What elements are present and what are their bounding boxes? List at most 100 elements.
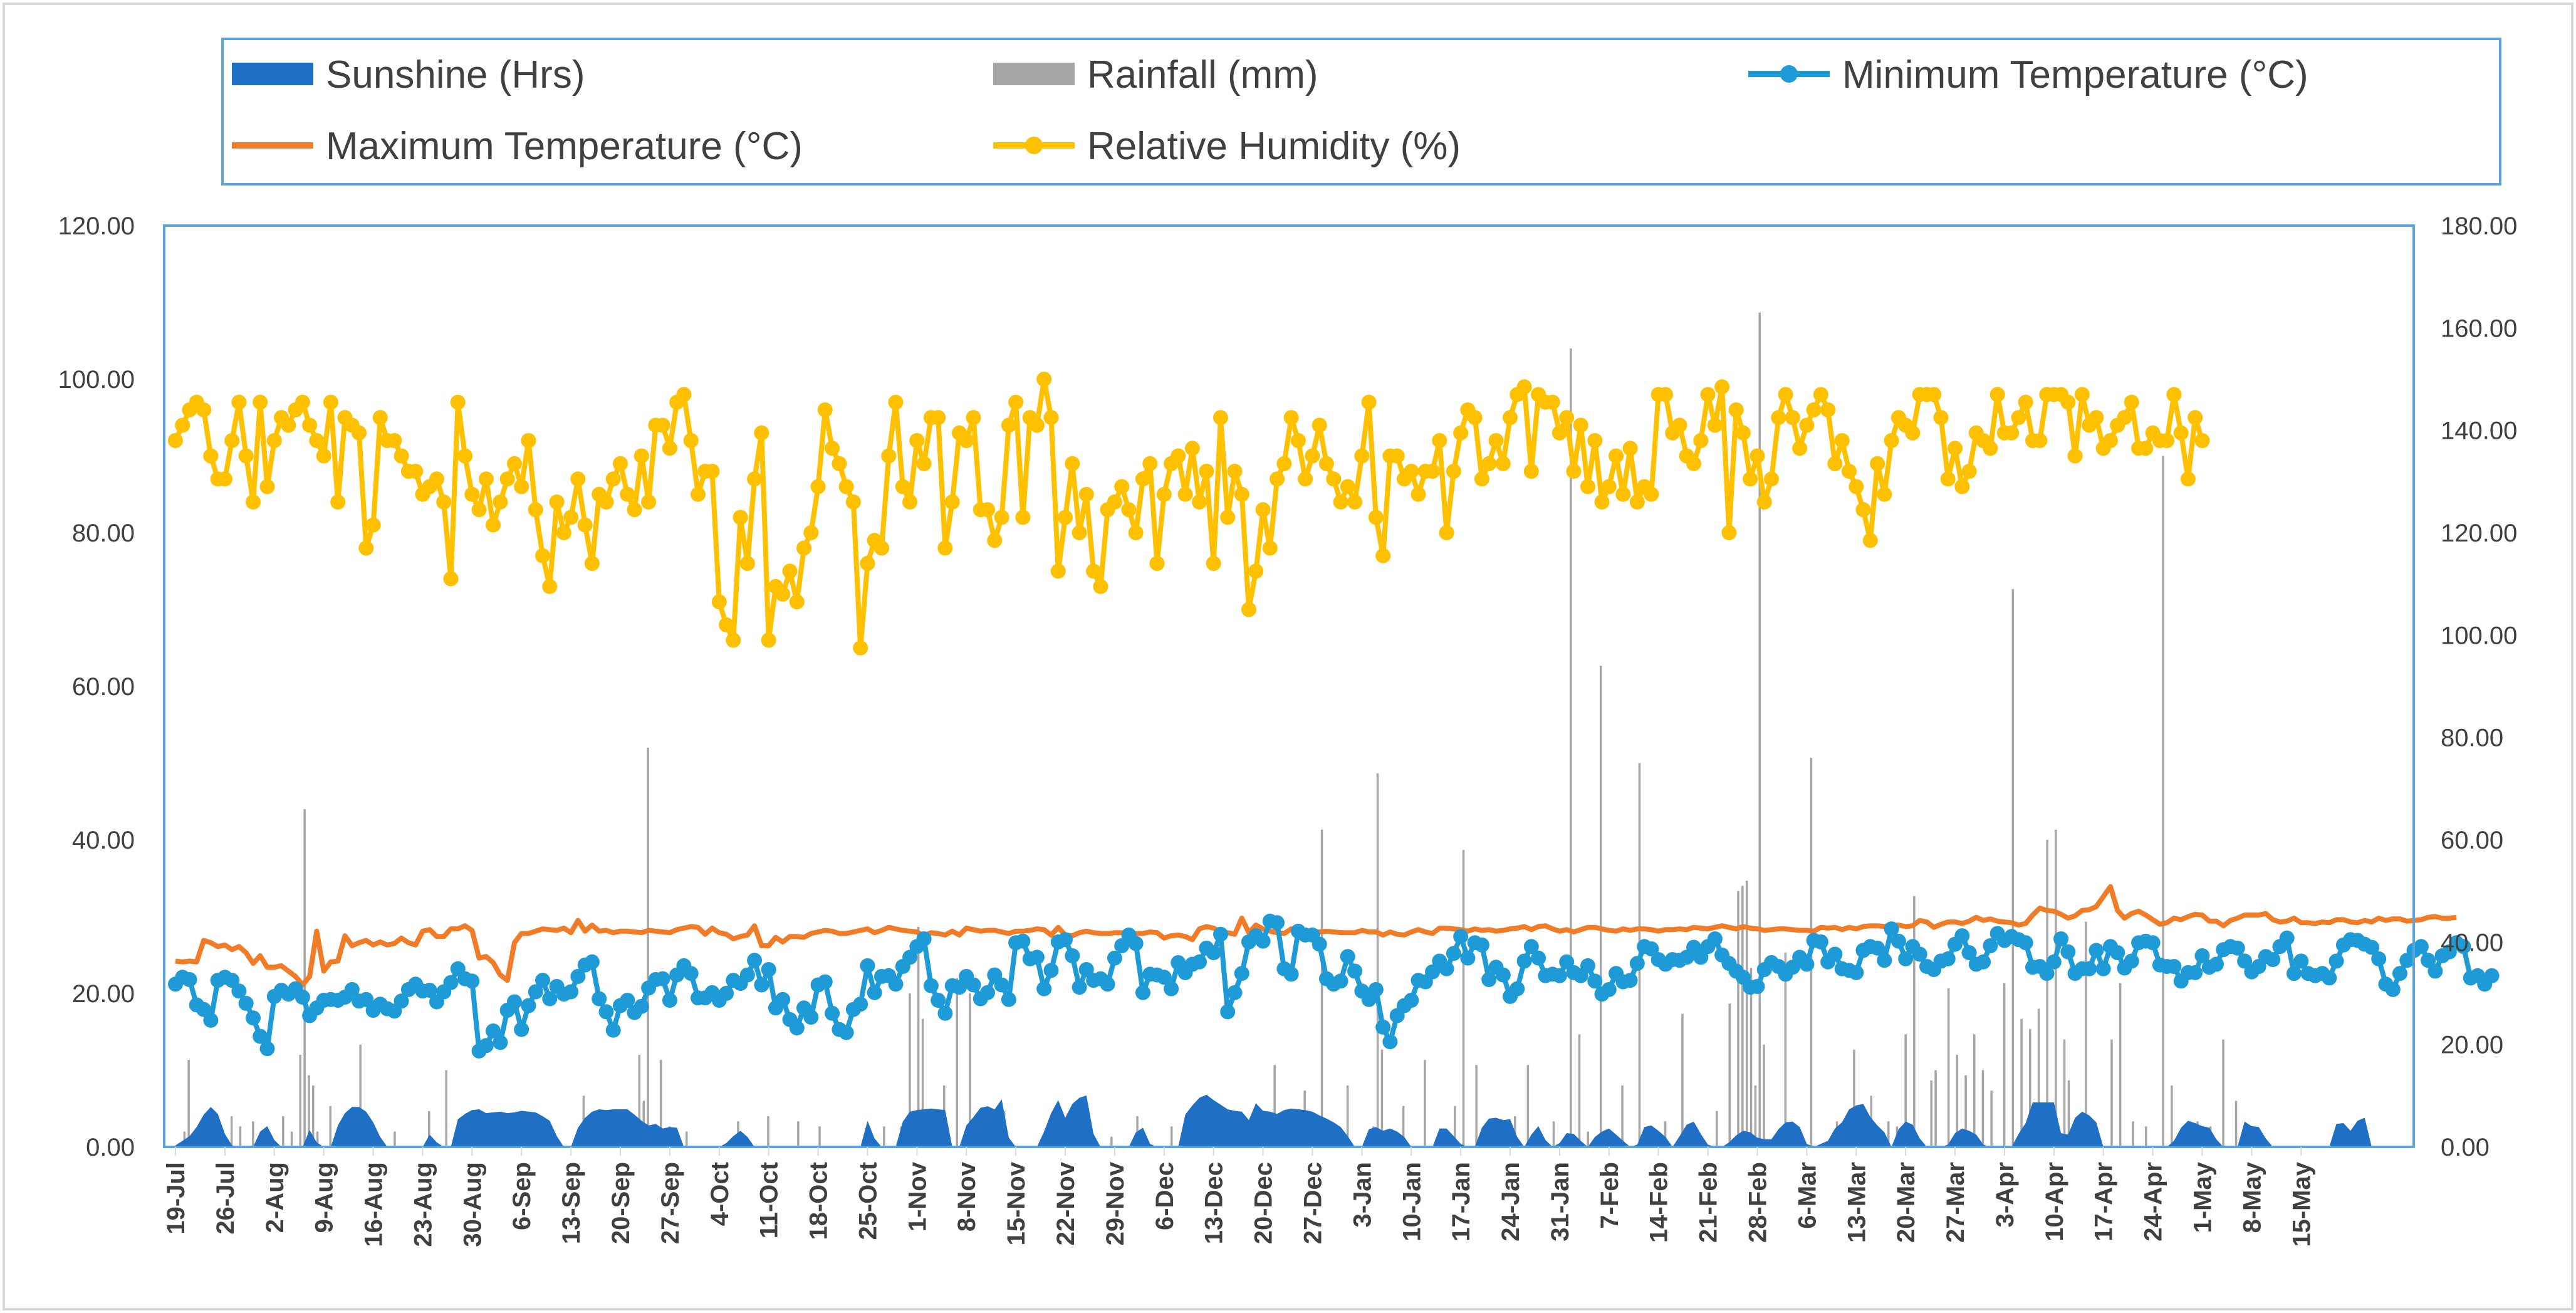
rh-point <box>662 441 677 456</box>
rainfall-bar <box>1664 1121 1667 1147</box>
rh-point <box>1276 456 1292 471</box>
rh-point <box>570 471 586 487</box>
tmin-point <box>493 1035 508 1050</box>
rh-point <box>471 502 487 518</box>
tmin-point <box>542 991 558 1007</box>
rh-point <box>2088 410 2104 426</box>
tmin-point <box>1036 981 1052 997</box>
tmin-point <box>2328 953 2344 969</box>
tmin-point <box>952 980 967 995</box>
tmin-point <box>224 973 240 988</box>
tmin-point <box>2364 939 2379 955</box>
rh-point <box>1262 540 1278 556</box>
tmin-point <box>2293 953 2309 969</box>
rh-point <box>1298 471 1313 487</box>
rainfall-bar <box>1758 312 1761 1147</box>
rainfall-bar <box>428 1111 430 1147</box>
rh-point <box>1199 464 1214 479</box>
rh-point <box>2060 394 2076 410</box>
rh-point <box>1149 556 1165 571</box>
tmin-point <box>1510 981 1525 997</box>
rh-point <box>1693 433 1709 448</box>
tmin-point <box>1234 966 1249 981</box>
tmin-point <box>2279 930 2295 946</box>
rh-point <box>1948 441 1963 456</box>
tmin-point <box>634 998 649 1014</box>
legend-entry-rh: Relative Humidity (%) <box>993 125 1461 168</box>
rh-point <box>1870 456 1885 471</box>
tmin-point <box>1877 953 1892 968</box>
plot-area-frame <box>163 224 2415 1148</box>
rh-point <box>1093 578 1108 594</box>
rh-point <box>1792 441 1808 456</box>
rainfall-bar <box>767 1116 769 1147</box>
rh-point <box>1029 417 1045 433</box>
rh-point <box>1220 510 1236 525</box>
rh-point <box>1255 502 1271 518</box>
rh-point <box>1283 410 1299 426</box>
rainfall-bar <box>282 1116 284 1147</box>
tmin-point <box>592 991 607 1007</box>
rh-point <box>372 410 388 426</box>
rh-point <box>1933 410 1949 426</box>
tmin-point <box>2088 943 2104 958</box>
rh-point <box>1905 425 1921 441</box>
rh-point <box>1559 410 1575 426</box>
chart-outer-border <box>3 3 2573 1310</box>
rh-point <box>352 425 367 441</box>
rh-point <box>1326 471 1342 487</box>
rainfall-bar <box>1749 968 1753 1147</box>
rainfall-bar <box>1526 1065 1530 1147</box>
rh-point <box>2166 387 2182 402</box>
y-right-tick-label: 160.00 <box>2441 315 2517 342</box>
rh-point <box>1749 448 1765 464</box>
rh-point <box>605 471 621 487</box>
rh-point <box>365 517 381 533</box>
rainfall-bar <box>1784 952 1787 1147</box>
x-tick-label: 6-Mar <box>1793 1162 1821 1229</box>
rh-point <box>726 632 741 648</box>
rh-point <box>641 494 657 510</box>
rh-point <box>2004 425 2020 441</box>
rh-point <box>577 517 593 533</box>
tmin-point <box>739 967 755 983</box>
rh-point <box>1609 448 1624 464</box>
rh-point <box>966 410 981 426</box>
rainfall-bar <box>2046 840 2048 1147</box>
y-right-tick-label: 40.00 <box>2441 929 2503 956</box>
rh-point <box>2032 433 2048 448</box>
x-tick-label: 25-Oct <box>854 1162 882 1240</box>
rainfall-bar <box>329 1106 331 1147</box>
rh-point <box>1587 433 1603 448</box>
rh-point <box>1058 510 1073 525</box>
x-tick-label: 30-Aug <box>459 1162 486 1247</box>
x-tick-label: 28-Feb <box>1744 1162 1771 1243</box>
rh-point <box>895 479 910 494</box>
rh-point <box>1644 486 1659 502</box>
tmin-point <box>1333 973 1348 989</box>
rainfall-bar <box>2067 1080 2070 1147</box>
x-tick-label: 8-Nov <box>953 1161 981 1232</box>
rh-point <box>1799 417 1815 433</box>
rh-point <box>1862 533 1878 548</box>
rh-point <box>443 571 459 587</box>
rh-point <box>1404 464 1419 479</box>
rh-point <box>810 479 826 494</box>
rh-point <box>655 417 670 433</box>
x-tick-label: 6-Dec <box>1151 1162 1179 1230</box>
tmin-point <box>1206 945 1221 961</box>
rh-point <box>224 433 240 448</box>
rh-point <box>521 433 536 448</box>
rainfall-bar <box>956 978 958 1147</box>
rh-point <box>832 456 847 471</box>
tmin-point <box>1439 961 1454 976</box>
x-axis: 19-Jul 26-Jul 2-Aug 9-Aug 16-Aug 23-Aug 30-Aug… <box>162 1147 2315 1247</box>
tmin-point <box>2046 954 2062 970</box>
tmin-point <box>2421 953 2436 968</box>
rainfall-bar <box>2029 1029 2031 1147</box>
tmin-point <box>295 990 310 1005</box>
rh-point <box>1594 494 1610 510</box>
tmin-point <box>2229 940 2245 956</box>
y-left-tick-label: 60.00 <box>72 673 135 701</box>
